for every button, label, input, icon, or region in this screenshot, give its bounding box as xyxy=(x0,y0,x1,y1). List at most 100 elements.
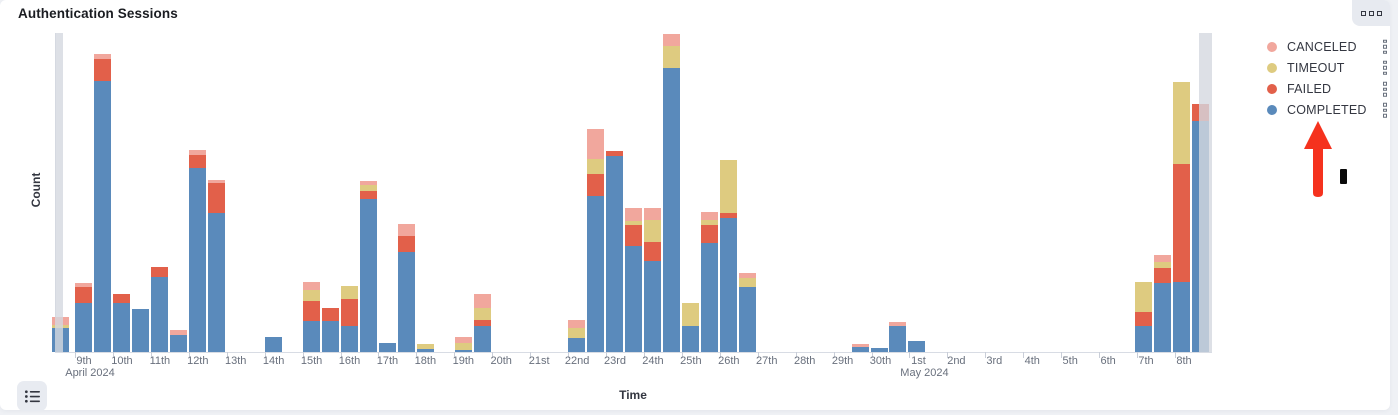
x-tick-label: 3rd xyxy=(986,355,1003,367)
x-axis-ticks: 9th April 2024 10th 11th 12th 13th 14th 15th 16t… xyxy=(0,352,1398,382)
stacked-bar[interactable] xyxy=(208,180,225,352)
x-tick-mark xyxy=(568,352,570,358)
boxes-vertical-icon[interactable] xyxy=(1383,103,1387,118)
legend-color-dot xyxy=(1267,105,1277,116)
stacked-bar[interactable] xyxy=(322,308,339,352)
x-tick-label: 7th xyxy=(1138,355,1154,367)
legend-item-completed[interactable]: COMPLETED xyxy=(1267,100,1390,121)
bar-segment-canceled xyxy=(455,337,472,343)
stacked-bar[interactable] xyxy=(568,320,585,352)
stacked-bar[interactable] xyxy=(682,303,699,352)
x-tick-mark xyxy=(1174,352,1176,358)
x-tick-mark xyxy=(530,352,532,358)
stacked-bar[interactable] xyxy=(341,286,358,352)
bar-segment-completed xyxy=(208,213,225,352)
stacked-bar[interactable] xyxy=(871,348,888,352)
chart-plot xyxy=(0,33,1398,352)
bar-segment-timeout xyxy=(568,328,585,338)
bar-segment-timeout xyxy=(455,343,472,350)
bar-segment-completed xyxy=(417,349,434,352)
bar-segment-completed xyxy=(360,199,377,352)
bar-segment-failed xyxy=(1135,312,1152,326)
x-tick-mark xyxy=(378,352,380,358)
stacked-bar[interactable] xyxy=(132,309,149,352)
panel-options-button[interactable] xyxy=(1352,0,1390,26)
bar-segment-failed xyxy=(644,242,661,261)
bar-segment-canceled xyxy=(170,330,187,335)
x-tick-mark xyxy=(150,352,152,358)
bar-segment-failed xyxy=(322,308,339,321)
legend-item-timeout[interactable]: TIMEOUT xyxy=(1267,57,1390,78)
x-tick-label: 16th xyxy=(338,355,361,367)
boxes-vertical-icon[interactable] xyxy=(1383,39,1387,54)
bar-segment-canceled xyxy=(701,212,718,220)
x-tick-label: 8th xyxy=(1176,355,1192,367)
x-tick-label: 11th xyxy=(149,355,171,367)
legend-color-dot xyxy=(1267,84,1277,95)
bar-segment-canceled xyxy=(625,208,642,221)
legend-item-canceled[interactable]: CANCELED xyxy=(1267,36,1390,57)
bar-segment-completed xyxy=(568,338,585,352)
bar-segment-completed xyxy=(663,68,680,352)
stacked-bar[interactable] xyxy=(889,322,906,352)
boxes-vertical-icon[interactable] xyxy=(1383,81,1387,97)
stacked-bar[interactable] xyxy=(94,54,111,352)
x-tick-mark xyxy=(1023,352,1025,358)
stacked-bar[interactable] xyxy=(417,344,434,352)
bar-segment-completed xyxy=(379,343,396,352)
bar-segment-canceled xyxy=(398,224,415,236)
x-tick-mark xyxy=(985,352,987,358)
legend-label: FAILED xyxy=(1287,82,1332,97)
bar-segment-completed xyxy=(265,337,282,352)
legend-item-failed[interactable]: FAILED xyxy=(1267,79,1390,100)
stacked-bar[interactable] xyxy=(474,294,491,352)
stacked-bar[interactable] xyxy=(265,337,282,352)
stacked-bar[interactable] xyxy=(379,343,396,352)
stacked-bar[interactable] xyxy=(75,283,92,352)
x-tick-mark xyxy=(340,352,342,358)
legend-toggle-button[interactable] xyxy=(17,381,47,411)
stacked-bar[interactable] xyxy=(170,330,187,352)
stacked-bar[interactable] xyxy=(455,337,472,352)
stacked-bar[interactable] xyxy=(606,151,623,352)
bar-segment-failed xyxy=(113,294,130,303)
stacked-bar[interactable] xyxy=(1173,82,1190,352)
boxes-vertical-icon[interactable] xyxy=(1383,60,1387,76)
stacked-bar[interactable] xyxy=(720,160,737,352)
bar-segment-completed xyxy=(625,246,642,352)
bar-segment-completed xyxy=(739,287,756,352)
stacked-bar[interactable] xyxy=(625,208,642,352)
x-tick-mark xyxy=(75,352,76,358)
bar-segment-completed xyxy=(189,168,206,352)
x-tick-label: 18th xyxy=(414,355,437,367)
bar-segment-canceled xyxy=(189,150,206,155)
x-tick-mark xyxy=(833,352,835,358)
bar-segment-canceled xyxy=(852,344,869,347)
stacked-bar[interactable] xyxy=(852,344,869,352)
stacked-bar[interactable] xyxy=(1154,255,1171,352)
bar-segment-timeout xyxy=(644,220,661,242)
stacked-bar[interactable] xyxy=(739,273,756,352)
bar-segment-failed xyxy=(587,174,604,196)
x-tick-mark xyxy=(226,352,228,358)
x-tick-label: 1st xyxy=(911,355,926,367)
stacked-bar[interactable] xyxy=(644,208,661,352)
stacked-bar[interactable] xyxy=(1135,282,1152,352)
x-tick-label: 21st xyxy=(528,355,550,367)
stacked-bar[interactable] xyxy=(587,129,604,352)
legend-label: TIMEOUT xyxy=(1287,60,1345,75)
stacked-bar[interactable] xyxy=(908,341,925,352)
stacked-bar[interactable] xyxy=(360,181,377,352)
stacked-bar[interactable] xyxy=(398,224,415,352)
stacked-bar[interactable] xyxy=(663,34,680,352)
stacked-bar[interactable] xyxy=(701,212,718,352)
stacked-bar[interactable] xyxy=(189,150,206,352)
stacked-bar[interactable] xyxy=(113,294,130,352)
legend-label: COMPLETED xyxy=(1287,103,1367,118)
bar-segment-completed xyxy=(871,348,888,352)
bar-segment-completed xyxy=(1173,282,1190,352)
stacked-bar[interactable] xyxy=(303,282,320,352)
stacked-bar[interactable] xyxy=(151,267,168,352)
legend-label: CANCELED xyxy=(1287,39,1357,54)
x-tick-label: 4th xyxy=(1024,355,1040,367)
